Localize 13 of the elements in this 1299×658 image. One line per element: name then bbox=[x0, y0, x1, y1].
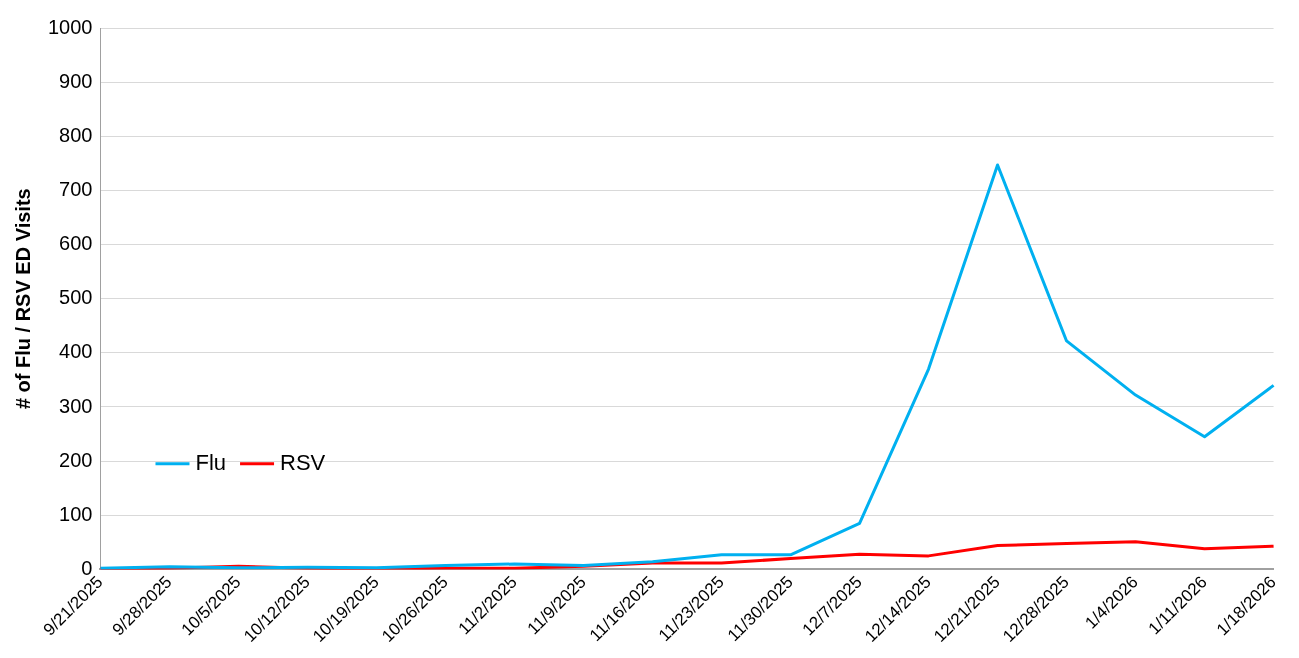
y-tick-label: 700 bbox=[59, 177, 93, 200]
legend-label: Flu bbox=[195, 449, 227, 475]
y-tick-label: 800 bbox=[59, 123, 93, 146]
y-tick-label: 900 bbox=[59, 69, 93, 92]
legend-label: RSV bbox=[280, 449, 326, 475]
y-tick-label: 400 bbox=[59, 340, 93, 363]
y-tick-label: 200 bbox=[59, 448, 93, 471]
y-axis-title: # of Flu / RSV ED Visits bbox=[11, 188, 34, 410]
y-tick-label: 600 bbox=[59, 232, 93, 255]
y-tick-label: 300 bbox=[59, 394, 93, 417]
y-tick-label: 100 bbox=[59, 502, 93, 525]
y-tick-label: 1000 bbox=[47, 15, 93, 38]
y-tick-label: 500 bbox=[59, 286, 93, 309]
